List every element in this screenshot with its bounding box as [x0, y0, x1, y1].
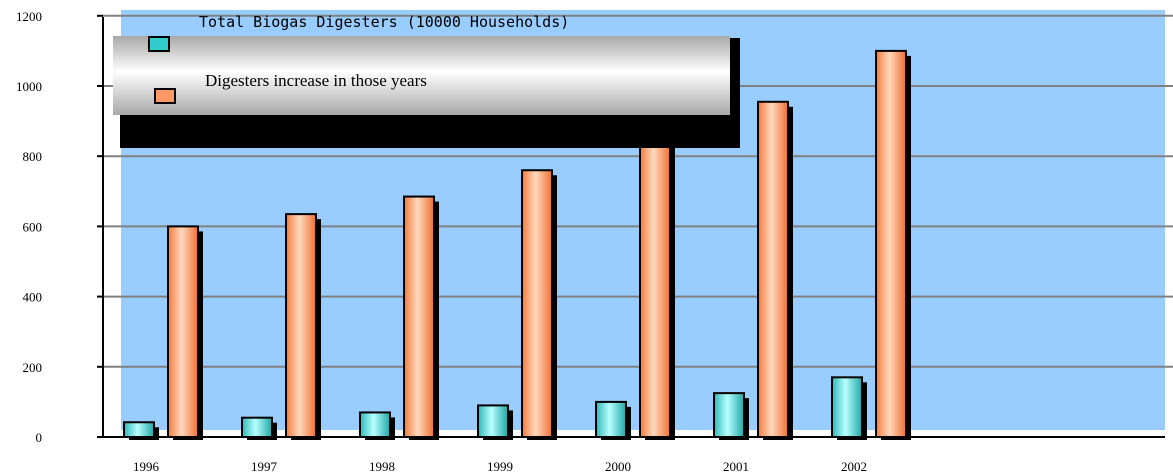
x-tick-label: 1999	[487, 459, 513, 474]
bar-total	[241, 416, 273, 439]
x-tick-labels: 1996 1997 1998 1999 2000 2001 2002	[133, 459, 867, 474]
legend-box	[113, 36, 730, 115]
x-tick-label: 1996	[133, 459, 160, 474]
y-tick-label: 0	[36, 430, 43, 445]
x-tick-label: 2002	[841, 459, 867, 474]
bar-total	[831, 376, 863, 438]
bar-total	[477, 404, 509, 439]
bar-total	[359, 411, 391, 438]
legend: Total Biogas Digesters (10000 Households…	[113, 13, 740, 148]
y-tick-label: 600	[23, 219, 43, 234]
legend-label-total: Total Biogas Digesters (10000 Households…	[199, 13, 569, 31]
bar-increase	[285, 213, 317, 438]
x-tick-label: 2000	[605, 459, 631, 474]
gridlines	[103, 14, 1173, 368]
bar-increase	[875, 49, 907, 439]
bar-increase	[403, 195, 435, 438]
legend-swatch-total	[148, 36, 170, 52]
x-tick-label: 2001	[723, 459, 749, 474]
y-tick-label: 800	[23, 149, 43, 164]
bar-increase	[167, 225, 199, 438]
legend-swatch-increase	[154, 88, 176, 104]
y-tick-label: 1200	[16, 9, 42, 24]
y-tick-label: 1000	[16, 79, 42, 94]
y-tick-label: 400	[23, 290, 43, 305]
bars	[123, 49, 911, 441]
bar-increase	[639, 137, 671, 438]
y-tick-labels: 0 200 400 600 800 1000 1200	[16, 9, 103, 445]
x-tick-label: 1998	[369, 459, 395, 474]
bar-total	[595, 400, 627, 438]
bar-increase	[757, 100, 789, 438]
bar-total	[713, 392, 745, 438]
bar-total	[123, 421, 155, 438]
x-tick-label: 1997	[251, 459, 278, 474]
bar-increase	[521, 169, 553, 439]
y-tick-label: 200	[23, 360, 43, 375]
legend-label-increase: Digesters increase in those years	[205, 71, 427, 90]
